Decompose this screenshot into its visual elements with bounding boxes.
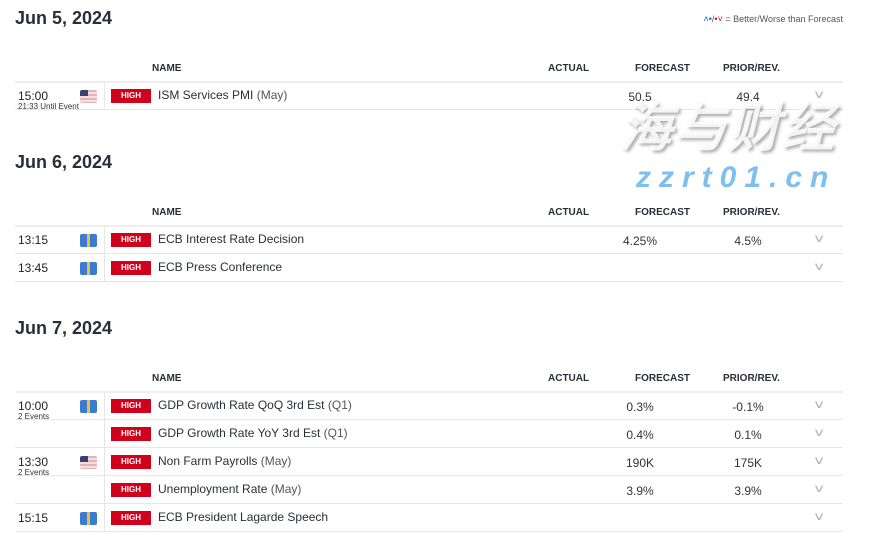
event-row[interactable]: 15:00 21:33 Until Event HIGH ISM Service… [15, 82, 843, 111]
event-row[interactable]: 13:45 HIGH ECB Press Conference ∨ [15, 254, 843, 282]
forecast-value: 3.9% [626, 484, 654, 498]
impact-badge: HIGH [111, 261, 151, 275]
watermark: 海与财经 [620, 100, 837, 158]
worse-than-forecast-icon: •˅ [714, 14, 723, 24]
col-prior: PRIOR/REV. [723, 207, 780, 218]
event-row[interactable]: 10:00 2 Events HIGH GDP Growth Rate QoQ … [15, 392, 843, 421]
divider [104, 254, 105, 281]
event-time: 15:00 [18, 89, 49, 103]
forecast-value: 0.4% [626, 428, 654, 442]
table-header: NAME ACTUAL FORECAST PRIOR/REV. [15, 59, 843, 83]
chevron-down-icon[interactable]: ∨ [812, 261, 826, 273]
event-name[interactable]: ISM Services PMI (May) [158, 88, 288, 102]
event-name[interactable]: ECB Press Conference [158, 260, 283, 274]
better-than-forecast-icon: ˄• [703, 14, 712, 24]
impact-badge: HIGH [111, 89, 151, 103]
watermark-url: zzrt01.cn [636, 161, 837, 194]
event-subtext: 2 Events [18, 468, 50, 477]
day-date: Jun 7, 2024 [15, 318, 113, 338]
event-period: (May) [270, 482, 302, 496]
divider [104, 504, 105, 531]
col-prior: PRIOR/REV. [723, 373, 780, 384]
forecast-value: 0.3% [626, 400, 654, 414]
event-name[interactable]: ECB President Lagarde Speech [158, 510, 329, 524]
col-name: NAME [152, 373, 182, 384]
event-time: 15:15 [18, 511, 49, 525]
table-header: NAME ACTUAL FORECAST PRIOR/REV. [15, 203, 843, 227]
event-period: (May) [260, 454, 292, 468]
chevron-down-icon[interactable]: ∨ [812, 455, 826, 467]
day-date: Jun 5, 2024 [15, 8, 113, 28]
chevron-down-icon[interactable]: ∨ [812, 233, 826, 245]
divider [104, 226, 105, 253]
legend-text: = Better/Worse than Forecast [725, 14, 843, 24]
event-period: (May) [256, 88, 288, 102]
event-subtext: 21:33 Until Event [18, 102, 79, 111]
col-prior: PRIOR/REV. [723, 63, 780, 74]
impact-badge: HIGH [111, 233, 151, 247]
col-name: NAME [152, 207, 182, 218]
col-name: NAME [152, 63, 182, 74]
impact-badge: HIGH [111, 483, 151, 497]
chevron-down-icon[interactable]: ∨ [812, 427, 826, 439]
event-name[interactable]: Non Farm Payrolls (May) [158, 454, 292, 468]
impact-badge: HIGH [111, 399, 151, 413]
eu-flag-icon [80, 234, 97, 247]
event-time: 13:15 [18, 233, 49, 247]
impact-badge: HIGH [111, 427, 151, 441]
event-row[interactable]: HIGH GDP Growth Rate YoY 3rd Est (Q1) 0.… [15, 420, 843, 448]
day-date: Jun 6, 2024 [15, 152, 113, 172]
event-name[interactable]: Unemployment Rate (May) [158, 482, 302, 496]
forecast-value: 4.25% [622, 234, 658, 248]
divider [104, 448, 105, 475]
eu-flag-icon [80, 400, 97, 413]
prior-value: -0.1% [732, 400, 764, 414]
eu-flag-icon [80, 262, 97, 275]
event-period: (Q1) [327, 398, 352, 412]
event-name[interactable]: GDP Growth Rate YoY 3rd Est (Q1) [158, 426, 348, 440]
event-time: 10:00 [18, 399, 49, 413]
divider [104, 476, 105, 503]
col-actual: ACTUAL [548, 373, 590, 384]
prior-value: 49.4 [736, 90, 760, 104]
event-row[interactable]: HIGH Unemployment Rate (May) 3.9% 3.9% ∨ [15, 476, 843, 504]
col-forecast: FORECAST [635, 207, 690, 218]
forecast-value: 50.5 [628, 90, 652, 104]
chevron-down-icon[interactable]: ∨ [812, 399, 826, 411]
eu-flag-icon [80, 512, 97, 525]
col-actual: ACTUAL [548, 63, 590, 74]
event-name[interactable]: ECB Interest Rate Decision [158, 232, 305, 246]
us-flag-icon [80, 90, 97, 103]
chevron-down-icon[interactable]: ∨ [812, 511, 826, 523]
event-name[interactable]: GDP Growth Rate QoQ 3rd Est (Q1) [158, 398, 352, 412]
col-actual: ACTUAL [548, 207, 590, 218]
prior-value: 4.5% [734, 234, 762, 248]
impact-badge: HIGH [111, 511, 151, 525]
col-forecast: FORECAST [635, 63, 690, 74]
divider [104, 82, 105, 109]
chevron-down-icon[interactable]: ∨ [812, 483, 826, 495]
event-period: (Q1) [323, 426, 348, 440]
event-subtext: 2 Events [18, 412, 50, 421]
forecast-legend: ˄•/•˅ = Better/Worse than Forecast [703, 14, 843, 24]
divider [104, 420, 105, 447]
table-header: NAME ACTUAL FORECAST PRIOR/REV. [15, 369, 843, 393]
chevron-down-icon[interactable]: ∨ [812, 89, 826, 101]
divider [104, 392, 105, 419]
event-row[interactable]: 15:15 HIGH ECB President Lagarde Speech … [15, 504, 843, 532]
prior-value: 3.9% [734, 484, 762, 498]
impact-badge: HIGH [111, 455, 151, 469]
event-row[interactable]: 13:15 HIGH ECB Interest Rate Decision 4.… [15, 226, 843, 254]
forecast-value: 190K [625, 456, 655, 470]
col-forecast: FORECAST [635, 373, 690, 384]
us-flag-icon [80, 456, 97, 469]
event-row[interactable]: 13:30 2 Events HIGH Non Farm Payrolls (M… [15, 448, 843, 477]
prior-value: 0.1% [734, 428, 762, 442]
prior-value: 175K [733, 456, 763, 470]
event-time: 13:30 [18, 455, 49, 469]
event-time: 13:45 [18, 261, 49, 275]
